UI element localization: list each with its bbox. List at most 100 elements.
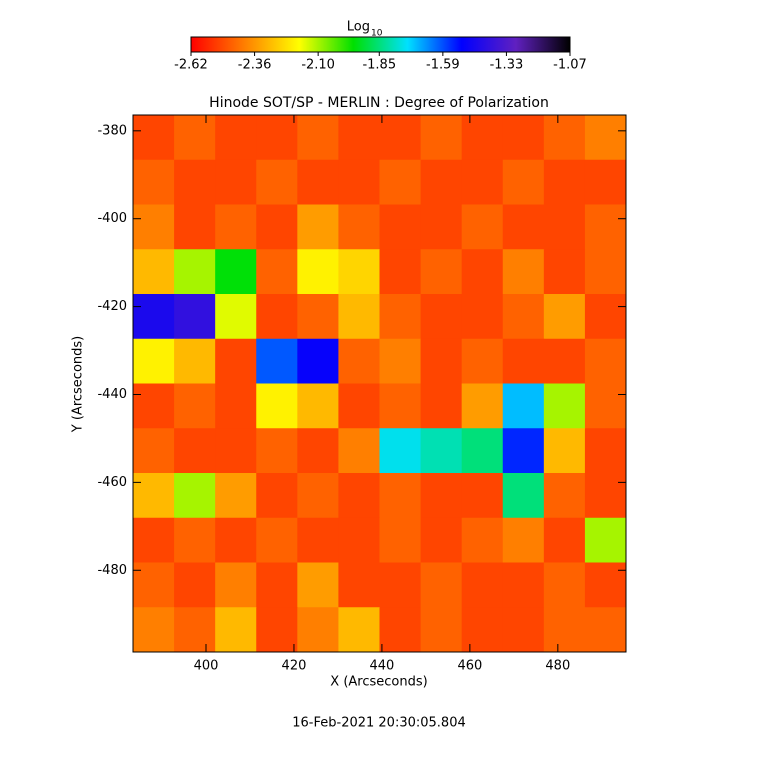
colorbar-tick-label: -1.33 xyxy=(490,58,524,73)
heatmap-cell xyxy=(420,204,463,250)
heatmap-cell xyxy=(584,204,627,250)
heatmap-cell xyxy=(502,115,545,161)
x-tick-label: 480 xyxy=(545,659,570,674)
heatmap-cell xyxy=(461,428,504,474)
heatmap-cell xyxy=(256,562,298,608)
heatmap-cell xyxy=(215,249,257,295)
y-tick-label: -460 xyxy=(97,475,127,490)
heatmap-cell xyxy=(584,294,627,340)
heatmap-cell xyxy=(461,115,504,161)
heatmap-cell xyxy=(297,294,339,340)
heatmap-cell xyxy=(133,294,175,340)
heatmap-cell xyxy=(338,517,380,563)
colorbar-tick-label: -2.36 xyxy=(238,58,272,73)
x-tick-label: 460 xyxy=(457,659,482,674)
x-tick-label: 440 xyxy=(370,659,395,674)
heatmap-cell xyxy=(297,115,339,161)
colorbar-tick-label: -1.85 xyxy=(362,58,396,73)
heatmap-cell xyxy=(584,383,627,429)
heatmap-cell xyxy=(256,607,298,653)
heatmap-cell xyxy=(256,338,298,384)
heatmap-cell xyxy=(502,159,545,205)
heatmap-cell xyxy=(338,473,380,519)
heatmap-cell xyxy=(256,115,298,161)
heatmap-cell xyxy=(502,517,545,563)
heatmap-cell xyxy=(133,517,175,563)
heatmap-cell xyxy=(133,159,175,205)
heatmap-cell xyxy=(297,428,339,474)
heatmap-cell xyxy=(256,159,298,205)
heatmap-cell xyxy=(379,249,422,295)
heatmap-cell xyxy=(338,159,380,205)
heatmap-cell xyxy=(297,338,339,384)
heatmap-cell xyxy=(420,473,463,519)
heatmap-cell xyxy=(174,517,216,563)
heatmap-cell xyxy=(543,294,586,340)
heatmap-cell xyxy=(215,115,257,161)
heatmap-cell xyxy=(584,562,627,608)
heatmap-cell xyxy=(584,517,627,563)
heatmap-cell xyxy=(543,562,586,608)
y-tick-label: -420 xyxy=(97,299,127,314)
heatmap-cell xyxy=(215,338,257,384)
heatmap-cell xyxy=(584,249,627,295)
heatmap-cell xyxy=(502,428,545,474)
heatmap-cell xyxy=(502,294,545,340)
heatmap-cell xyxy=(584,428,627,474)
colorbar-tick-label: -2.62 xyxy=(174,58,208,73)
colorbar xyxy=(190,36,571,53)
heatmap-cell xyxy=(215,383,257,429)
colorbar-tick-label: -2.10 xyxy=(301,58,335,73)
heatmap-cell xyxy=(256,517,298,563)
heatmap-cell xyxy=(133,428,175,474)
heatmap-cell xyxy=(297,517,339,563)
heatmap-cell xyxy=(174,383,216,429)
heatmap-cell xyxy=(543,473,586,519)
heatmap-cell xyxy=(420,294,463,340)
heatmap-cell xyxy=(215,562,257,608)
heatmap-cell xyxy=(420,383,463,429)
heatmap-cell xyxy=(174,115,216,161)
y-axis-label: Y (Arcseconds) xyxy=(71,336,86,433)
heatmap-cell xyxy=(543,115,586,161)
plot-frame xyxy=(132,114,627,653)
heatmap-cell xyxy=(338,204,380,250)
heatmap-cell xyxy=(215,204,257,250)
chart-title: Hinode SOT/SP - MERLIN : Degree of Polar… xyxy=(209,95,549,111)
heatmap-cell xyxy=(584,159,627,205)
heatmap-cell xyxy=(461,204,504,250)
heatmap-cell xyxy=(338,338,380,384)
heatmap-cell xyxy=(379,517,422,563)
heatmap-cell xyxy=(133,562,175,608)
heatmap-cell xyxy=(338,294,380,340)
colorbar-tick-label: -1.07 xyxy=(553,58,587,73)
heatmap-cell xyxy=(461,249,504,295)
heatmap-cell xyxy=(461,383,504,429)
heatmap-cell xyxy=(174,338,216,384)
colorbar-tick-label: -1.59 xyxy=(426,58,460,73)
heatmap-cell xyxy=(543,383,586,429)
heatmap-cell xyxy=(215,607,257,653)
heatmap-cell xyxy=(297,607,339,653)
heatmap-cell xyxy=(133,249,175,295)
x-tick-label: 400 xyxy=(194,659,219,674)
heatmap-cell xyxy=(256,249,298,295)
heatmap-cell xyxy=(215,428,257,474)
heatmap-cell xyxy=(543,249,586,295)
heatmap-cell xyxy=(133,115,175,161)
heatmap-cell xyxy=(461,159,504,205)
heatmap-cell xyxy=(174,294,216,340)
heatmap-cell xyxy=(420,562,463,608)
heatmap-cell xyxy=(338,249,380,295)
heatmap-cell xyxy=(256,294,298,340)
heatmap-cell xyxy=(461,473,504,519)
heatmap-cell xyxy=(297,473,339,519)
heatmap-cell xyxy=(379,607,422,653)
heatmap-cell xyxy=(461,517,504,563)
colorbar-label: Log xyxy=(347,20,370,35)
heatmap-cell xyxy=(297,249,339,295)
heatmap-cell xyxy=(133,473,175,519)
heatmap-cell xyxy=(502,607,545,653)
heatmap-cell xyxy=(256,428,298,474)
heatmap-cell xyxy=(420,517,463,563)
